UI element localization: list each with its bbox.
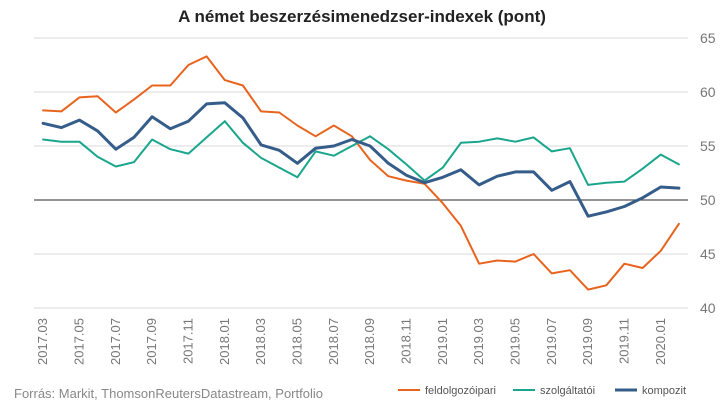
y-tick-label: 55 — [700, 138, 716, 154]
y-tick-label: 65 — [700, 30, 716, 46]
x-tick-label: 2017.03 — [35, 318, 50, 365]
x-axis: 2017.03 2017.05 2017.07 2017.09 2017.11 2018.… — [35, 318, 668, 365]
x-tick-label: 2019.05 — [507, 318, 522, 365]
x-tick-label: 2019.07 — [544, 318, 559, 365]
legend-label: kompozit — [642, 385, 686, 397]
x-tick-label: 2019.03 — [471, 318, 486, 365]
series-lines — [41, 55, 681, 291]
series-line-3 — [41, 101, 681, 218]
x-tick-label: 2018.01 — [217, 318, 232, 365]
x-tick-label: 2017.07 — [108, 318, 123, 365]
legend-label: feldolgozóipari — [425, 385, 496, 397]
y-tick-label: 50 — [700, 192, 716, 208]
chart-title: A német beszerzésimenedzser-indexek (pon… — [178, 7, 546, 26]
series-line-2 — [42, 120, 680, 186]
source-note: Forrás: Markit, ThomsonReutersDatastream… — [14, 386, 323, 401]
y-tick-label: 60 — [700, 84, 716, 100]
x-tick-label: 2019.09 — [580, 318, 595, 365]
x-tick-label: 2018.11 — [398, 318, 413, 364]
x-tick-label: 2018.03 — [253, 318, 268, 365]
series-line-1 — [42, 55, 680, 291]
x-tick-label: 2017.09 — [144, 318, 159, 365]
x-tick-label: 2018.07 — [326, 318, 341, 365]
gridlines — [34, 37, 688, 309]
x-tick-label: 2019.11 — [616, 318, 631, 364]
x-tick-label: 2020.01 — [653, 318, 668, 365]
legend-label: szolgáltatói — [540, 385, 595, 397]
y-axis: 65 60 55 50 45 40 — [700, 30, 716, 316]
x-tick-label: 2017.05 — [71, 318, 86, 365]
x-tick-label: 2018.05 — [289, 318, 304, 365]
x-tick-label: 2019.01 — [435, 318, 450, 365]
x-tick-label: 2017.11 — [180, 318, 195, 364]
legend: feldolgozóipari szolgáltatói kompozit — [398, 385, 686, 397]
y-tick-label: 45 — [700, 246, 716, 262]
y-tick-label: 40 — [700, 300, 716, 316]
x-tick-label: 2018.09 — [362, 318, 377, 365]
